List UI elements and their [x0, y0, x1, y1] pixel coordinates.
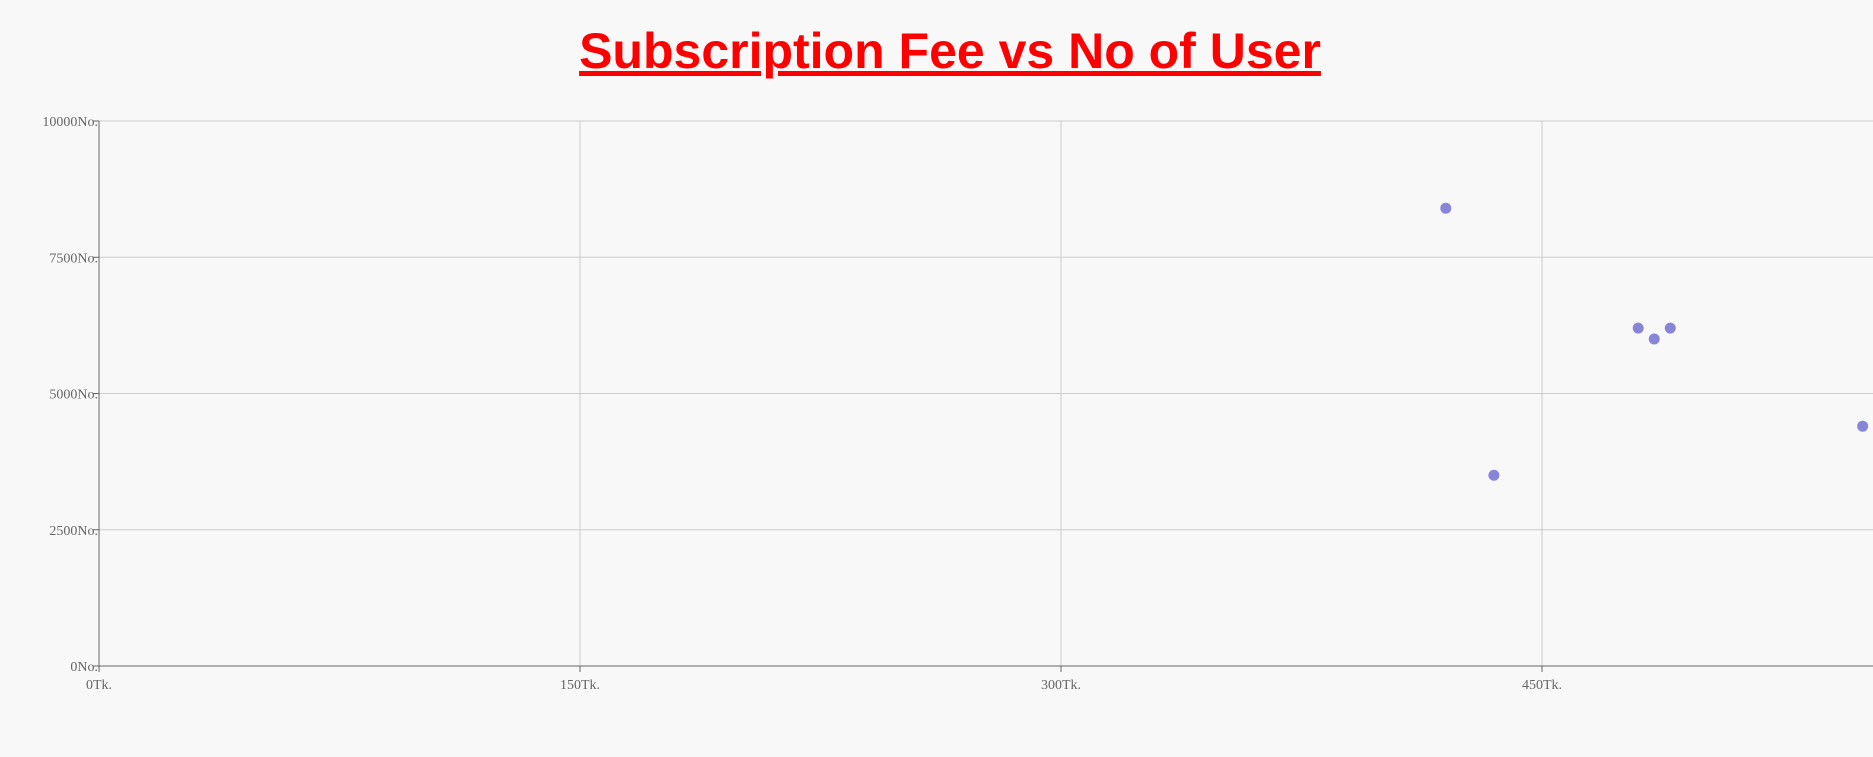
axes	[93, 120, 1873, 672]
x-tick-label: 0Tk.	[86, 678, 112, 693]
x-tick-label: 450Tk.	[1522, 678, 1562, 693]
scatter-point[interactable]	[1632, 322, 1644, 334]
data-points	[1440, 202, 1869, 481]
scatter-point[interactable]	[1664, 322, 1676, 334]
scatter-point[interactable]	[1440, 202, 1452, 214]
tick-labels: 0No. 2500No. 5000No. 7500No. 10000No. 0Tk. 150…	[42, 115, 1562, 693]
y-tick-label: 10000No.	[42, 115, 98, 130]
x-tick-label: 300Tk.	[1041, 678, 1081, 693]
grid-lines	[99, 120, 1873, 666]
y-tick-label: 2500No.	[49, 524, 98, 539]
x-tick-label: 150Tk.	[560, 678, 600, 693]
scatter-point[interactable]	[1648, 333, 1660, 345]
scatter-point[interactable]	[1857, 420, 1869, 432]
scatter-point[interactable]	[1488, 469, 1500, 481]
y-tick-label: 5000No.	[49, 388, 98, 403]
y-tick-label: 7500No.	[49, 251, 98, 266]
chart-title: Subscription Fee vs No of User	[579, 23, 1321, 79]
y-tick-label: 0No.	[70, 660, 98, 675]
